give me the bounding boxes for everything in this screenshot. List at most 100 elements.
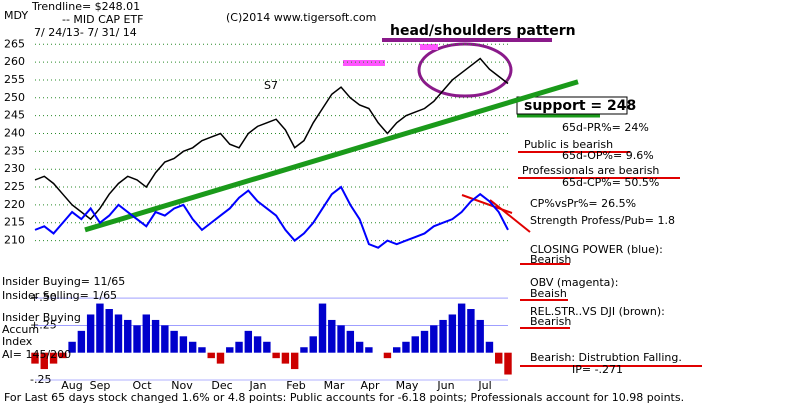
accum-bar [467,309,475,353]
y-tick-label: 225 [4,180,25,193]
accum-bar [448,314,457,353]
annotation: REL.STR..VS DJI (brown): [530,305,665,318]
accum-bar [392,347,401,353]
annotation: Index [2,335,33,348]
accum-bar [216,352,225,364]
accum-bar [439,319,447,353]
accum-bar [40,352,48,370]
subtitle: -- MID CAP ETF [62,13,143,26]
annotation: Insider Selling= 1/65 [2,289,117,302]
accum-bar [263,341,271,353]
y-tick-label: 255 [4,73,25,86]
x-tick-label: Jun [436,379,454,392]
accum-bar [476,319,484,353]
footer: For Last 65 days stock changed 1.6% or 4… [4,391,684,404]
accum-bar [281,352,290,364]
annotation: 65d-PR%= 24% [562,121,649,134]
y-tick-label: 220 [4,198,25,211]
x-tick-label: Apr [360,379,380,392]
accum-bar [133,325,141,353]
accum-bar [300,347,308,353]
x-tick-label: Oct [132,379,152,392]
annotation: CLOSING POWER (blue): [530,243,663,256]
x-tick-label: Nov [171,379,193,392]
date-range: 7/ 24/13- 7/ 31/ 14 [34,26,137,39]
accum-bar [161,325,169,353]
accum-bar [188,341,197,353]
highlight [343,60,385,66]
accum-bar [226,347,234,353]
x-tick-label: Mar [324,379,345,392]
accum-bar [151,319,160,353]
y-tick-label: 250 [4,91,25,104]
annotation: Professionals are bearish [522,164,659,177]
accum-bar [207,352,215,359]
accum-bar [318,303,327,353]
copyright: (C)2014 www.tigersoft.com [226,11,376,24]
accum-bar [114,314,123,353]
annotation: S7 [264,79,278,92]
accum-bar [272,352,280,359]
annotation: Bearish [530,315,571,328]
accum-bar [346,330,355,353]
accum-bar [402,341,410,353]
accum-bar [309,336,317,353]
annotation: 65d-CP%= 50.5% [562,176,659,189]
annotation: support = 248 [524,98,636,114]
accum-bar [49,352,58,364]
y-tick-label: 260 [4,55,25,68]
y-tick-label: 210 [4,234,25,247]
annotation: Beaish [530,287,567,300]
annotation: Public is bearish [524,138,613,151]
annotation: OBV (magenta): [530,276,618,289]
x-tick-label: Sep [90,379,111,392]
annotation: Bearish [530,253,571,266]
y-tick-label: 265 [4,37,25,50]
accum-bar [504,352,512,375]
symbol: MDY [4,9,28,22]
accum-bar [142,314,151,353]
trendline [84,79,579,233]
y-tick-label: +.25 [30,318,57,331]
annotation: IP= -.271 [572,363,623,376]
accum-bar [170,330,178,353]
accum-bar [355,341,364,353]
annotation: AI= 145/200 [2,348,71,361]
chart-title: Trendline= $248.01 [31,0,140,13]
accum-bar [328,319,336,353]
accum-bar [457,303,466,353]
x-tick-label: Feb [286,379,305,392]
accum-bar [68,341,76,353]
accum-bar [105,309,113,353]
annotation: Strength Profess/Pub= 1.8 [530,214,675,227]
x-tick-label: Jul [477,379,491,392]
accum-bar [365,347,373,353]
annotation: Insider Buying [2,311,81,324]
annotation: head/shoulders pattern [390,23,576,39]
x-tick-label: May [396,379,419,392]
y-tick-label: 230 [4,162,25,175]
accum-bar [77,330,86,353]
y-tick-label: 240 [4,127,25,140]
accum-bar [235,341,243,353]
accum-bar [86,314,95,353]
annotation: Accum [2,323,39,336]
x-tick-label: Aug [61,379,82,392]
accum-bar [124,319,132,353]
accum-bar [31,352,39,364]
accum-bar [290,352,299,370]
line-series [34,57,509,221]
accum-bar [96,303,104,353]
accum-bar [244,330,253,353]
pattern-circle [417,42,513,98]
support-box [516,96,628,115]
accum-bar [59,352,67,359]
accum-bar [253,336,262,353]
annotation: 65d-OP%= 9.6% [562,149,654,162]
y-tick-label: +.50 [30,291,57,304]
arrow [489,199,531,233]
accum-bar [485,341,494,353]
x-tick-label: Dec [211,379,232,392]
y-tick-label: 235 [4,144,25,157]
